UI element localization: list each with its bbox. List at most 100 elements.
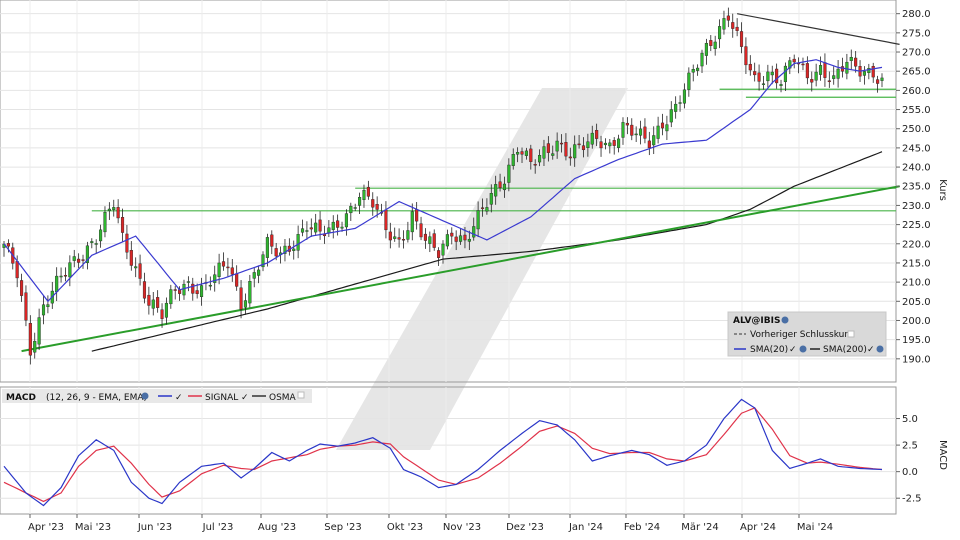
macd-title: MACD — [6, 393, 36, 403]
candle-body — [393, 236, 397, 239]
candle-body — [599, 141, 603, 149]
candle — [818, 56, 823, 81]
candle-body — [344, 213, 348, 228]
candle — [195, 283, 199, 299]
candle — [362, 184, 366, 208]
sma200-check-icon[interactable]: ✓ — [867, 345, 875, 355]
macd-settings-icon[interactable] — [141, 392, 149, 400]
legend-settings-icon[interactable] — [781, 316, 789, 324]
x-tick-label: Mai '24 — [797, 522, 833, 533]
candle — [511, 148, 515, 170]
candle — [823, 53, 827, 87]
candle — [437, 247, 441, 266]
candle-body — [358, 197, 362, 206]
sma200-settings-icon[interactable] — [876, 345, 884, 353]
candle — [586, 133, 590, 157]
candle-body — [854, 57, 858, 67]
candle-body — [217, 262, 221, 277]
candle-body — [467, 238, 471, 242]
candle — [358, 192, 362, 215]
signal-check-icon[interactable]: ✓ — [241, 393, 249, 403]
candle — [753, 62, 757, 82]
candle-body — [871, 66, 875, 78]
osma-checkbox[interactable] — [297, 391, 305, 399]
candle — [292, 240, 296, 260]
price-tick-label: 240.0 — [902, 163, 931, 174]
candle — [617, 134, 621, 153]
candle — [489, 184, 493, 213]
candle — [406, 221, 410, 243]
candle — [59, 267, 63, 283]
candle — [520, 147, 524, 164]
candle — [199, 277, 204, 306]
candle-body — [243, 300, 248, 308]
candle — [107, 202, 111, 220]
candle-body — [129, 250, 133, 266]
x-tick-label: Mai '23 — [75, 522, 111, 533]
candle-body — [441, 243, 445, 256]
candle — [213, 265, 217, 292]
candle-body — [257, 269, 261, 276]
candle — [467, 230, 471, 251]
price-tick-label: 230.0 — [902, 201, 931, 212]
candle — [621, 117, 625, 145]
prev-close-checkbox[interactable] — [847, 330, 855, 338]
price-tick-label: 215.0 — [902, 258, 931, 269]
macd-check-icon[interactable]: ✓ — [175, 393, 183, 403]
candle-body — [691, 69, 695, 73]
candle — [494, 175, 498, 205]
macd-tick-label: 2.5 — [902, 441, 918, 452]
candle-body — [397, 237, 401, 240]
price-y-ticks: 280.0 275.0 270.0 265.0 260.0 255.0 250.0 245.0… — [896, 9, 931, 365]
candle-body — [375, 204, 379, 210]
candle-body — [300, 228, 305, 233]
candle-body — [116, 207, 120, 219]
candle — [498, 173, 502, 192]
candle-body — [415, 209, 419, 222]
candle-body — [625, 122, 629, 126]
candle-body — [814, 71, 818, 81]
candle — [191, 277, 195, 301]
candle-body — [248, 281, 252, 304]
candle-body — [669, 109, 673, 123]
candle — [577, 135, 581, 149]
candle-body — [33, 341, 37, 353]
candle — [230, 259, 234, 282]
candle-body — [660, 122, 665, 129]
candle-body — [775, 68, 779, 84]
candle-body — [24, 292, 28, 321]
candle-body — [678, 102, 682, 104]
candle-body — [28, 323, 32, 356]
macd-signal-label: SIGNAL — [205, 393, 238, 403]
candle — [257, 265, 261, 284]
candle-body — [68, 262, 72, 278]
candle-body — [164, 302, 168, 318]
candle-body — [876, 79, 880, 84]
candle-body — [90, 241, 94, 243]
candle — [226, 257, 230, 277]
candle-body — [459, 235, 463, 242]
candle — [349, 202, 353, 221]
candle — [766, 64, 770, 88]
candle — [669, 101, 673, 128]
candle — [287, 238, 291, 256]
candle-body — [573, 144, 577, 159]
candle — [551, 145, 555, 160]
candle — [41, 295, 46, 325]
candle — [186, 276, 190, 292]
sma20-check-icon[interactable]: ✓ — [789, 345, 797, 355]
sma20-settings-icon[interactable] — [799, 345, 807, 353]
candle-body — [371, 199, 375, 208]
candle — [533, 159, 537, 174]
candles-layer — [2, 7, 884, 365]
candle — [744, 37, 748, 75]
candle — [296, 225, 300, 259]
legend-instrument: ALV@IBIS — [733, 316, 780, 326]
candle — [792, 54, 796, 69]
candle — [590, 125, 594, 149]
candle-body — [568, 156, 572, 159]
x-tick-label: Okt '23 — [387, 522, 423, 533]
candle-body — [252, 272, 256, 279]
macd-tick-label: 5.0 — [902, 414, 918, 425]
candle-body — [520, 151, 524, 155]
